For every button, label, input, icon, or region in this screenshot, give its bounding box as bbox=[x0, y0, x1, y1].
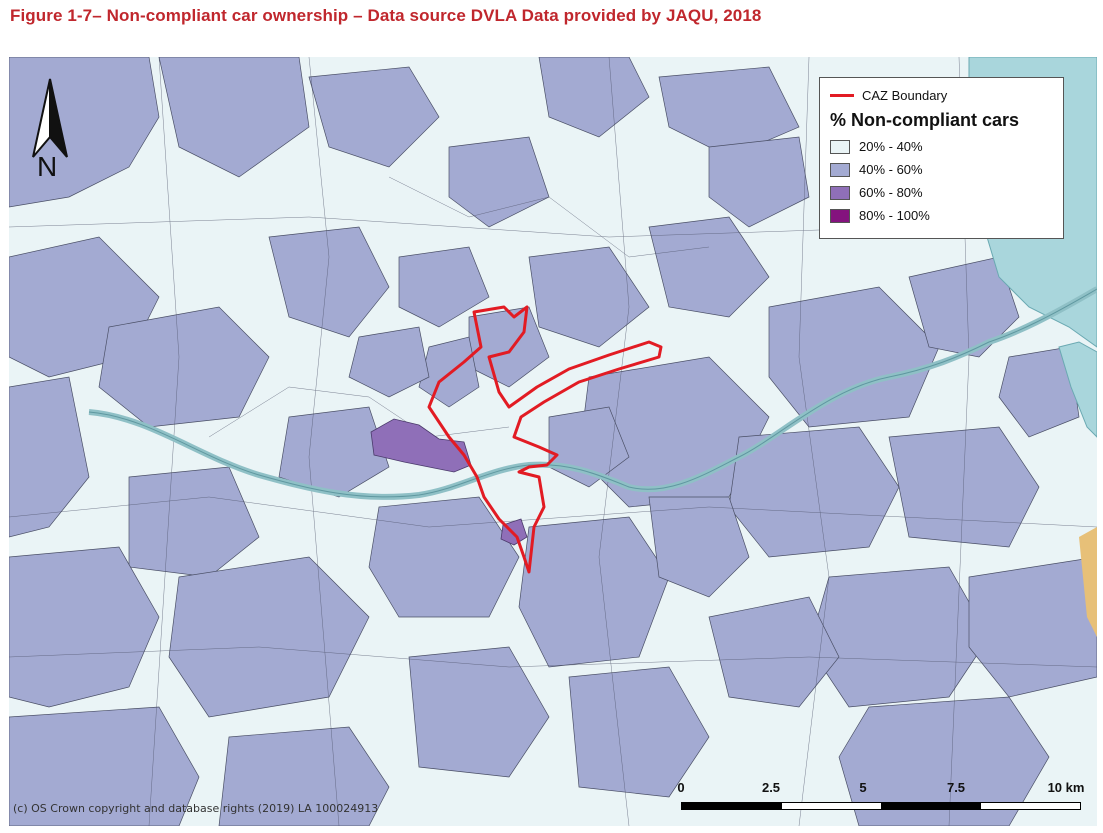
scale-label: 10 km bbox=[1047, 780, 1085, 795]
legend-class-label: 20% - 40% bbox=[859, 139, 923, 154]
north-label: N bbox=[37, 151, 58, 182]
legend-class-label: 60% - 80% bbox=[859, 185, 923, 200]
legend-class-label: 40% - 60% bbox=[859, 162, 923, 177]
legend-class-3: 60% - 80% bbox=[830, 181, 1053, 204]
scale-segment bbox=[781, 803, 881, 809]
legend-class-2: 40% - 60% bbox=[830, 158, 1053, 181]
legend-swatch bbox=[830, 208, 850, 223]
scale-label: 0 bbox=[677, 780, 685, 795]
caz-boundary-swatch bbox=[830, 93, 854, 97]
legend-title: % Non-compliant cars bbox=[830, 110, 1020, 130]
legend-class-1: 20% - 40% bbox=[830, 135, 1053, 158]
scale-label: 5 bbox=[859, 780, 867, 795]
scale-label: 2.5 bbox=[761, 780, 781, 795]
north-arrow-icon bbox=[23, 77, 77, 197]
legend-swatch bbox=[830, 162, 850, 177]
legend-swatch bbox=[830, 185, 850, 200]
legend-class-label: 80% - 100% bbox=[859, 208, 930, 223]
legend-caz-label: CAZ Boundary bbox=[862, 87, 948, 103]
legend-caz-row: CAZ Boundary bbox=[830, 86, 1053, 104]
class-40-60-areas bbox=[9, 57, 1097, 826]
legend-swatch bbox=[830, 139, 850, 154]
scale-segment bbox=[980, 803, 1080, 809]
copyright-text: (c) OS Crown copyright and database righ… bbox=[13, 802, 379, 815]
legend-class-4: 80% - 100% bbox=[830, 204, 1053, 227]
figure-title: Figure 1-7– Non-compliant car ownership … bbox=[10, 6, 762, 25]
scale-segment bbox=[682, 803, 782, 809]
scale-label: 7.5 bbox=[946, 780, 966, 795]
coast-sand bbox=[1079, 527, 1097, 637]
map-frame[interactable]: N CAZ Boundary % Non-compliant cars 20% … bbox=[9, 57, 1097, 826]
scale-bar-segments bbox=[681, 802, 1081, 810]
map-legend: CAZ Boundary % Non-compliant cars 20% - … bbox=[819, 77, 1064, 239]
caz-boundary bbox=[427, 305, 663, 574]
scale-segment bbox=[881, 803, 981, 809]
area-boundaries bbox=[9, 57, 1097, 826]
scale-bar: 0 2.5 5 7.5 10 km bbox=[673, 780, 1093, 822]
